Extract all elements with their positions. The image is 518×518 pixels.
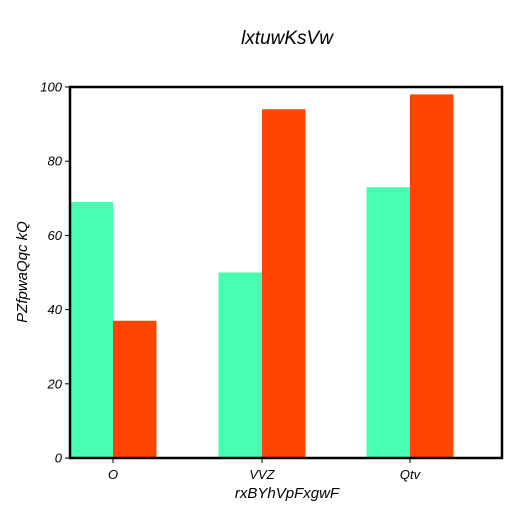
- x-axis-label: rxBYhVpFxgwF: [235, 485, 340, 502]
- y-tick-label: 0: [55, 451, 63, 466]
- bar-O-series-1: [69, 202, 113, 458]
- tick-group: 0 20 40 60 80 100 O VVZ Qtv: [40, 80, 421, 483]
- y-tick-label: 100: [40, 80, 62, 95]
- bar-VVZ-series-1: [218, 272, 262, 458]
- x-tick-label: O: [108, 467, 118, 482]
- y-tick-label: 60: [48, 228, 63, 243]
- plot-frame: [68, 85, 504, 460]
- x-tick-label: VVZ: [249, 467, 275, 482]
- y-tick-label: 80: [48, 154, 63, 169]
- bar-O-series-2: [113, 320, 157, 458]
- y-tick-label: 20: [47, 376, 63, 391]
- chart-title: lxtuwKsVw: [241, 28, 334, 49]
- bar-group: [69, 94, 454, 459]
- y-axis-label: PZfpwaQqc kQ: [14, 221, 31, 323]
- bar-Qtv-series-1: [366, 187, 410, 459]
- y-tick-label: 40: [48, 302, 63, 317]
- x-tick-label: Qtv: [400, 467, 422, 482]
- bar-VVZ-series-2: [262, 109, 306, 458]
- bar-Qtv-series-2: [410, 94, 454, 459]
